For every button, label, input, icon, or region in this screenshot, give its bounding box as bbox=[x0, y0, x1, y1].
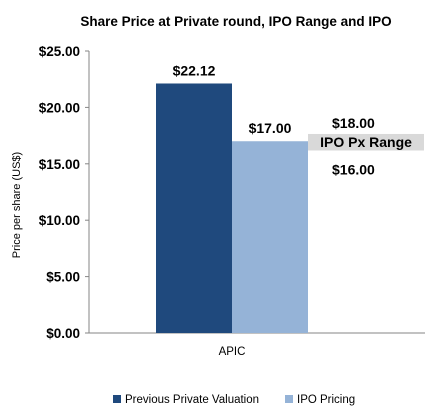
bar-value-label: $22.12 bbox=[173, 62, 216, 78]
range-low-label: $16.00 bbox=[332, 162, 375, 178]
range-high-label: $18.00 bbox=[332, 115, 375, 131]
y-tick-label: $25.00 bbox=[39, 44, 80, 59]
range-box bbox=[308, 133, 424, 151]
y-ticks: $0.00 $5.00 $10.00 $15.00 $20.00 $25.00 bbox=[39, 44, 89, 341]
y-tick-label: $5.00 bbox=[46, 270, 80, 285]
legend: Previous Private Valuation IPO Pricing bbox=[113, 394, 355, 406]
y-tick-label: $20.00 bbox=[39, 100, 80, 115]
legend-swatch-1 bbox=[113, 395, 121, 403]
bar-2 bbox=[232, 141, 308, 333]
legend-swatch-2 bbox=[285, 395, 293, 403]
legend-label-2: IPO Pricing bbox=[297, 394, 355, 406]
category-label: APIC bbox=[219, 346, 246, 358]
y-tick-label: $10.00 bbox=[39, 213, 80, 228]
y-tick-label: $15.00 bbox=[39, 157, 80, 172]
range-label: IPO Px Range bbox=[320, 134, 412, 150]
y-axis-label: Price per share (US$) bbox=[11, 152, 23, 258]
y-tick-label: $0.00 bbox=[46, 326, 80, 341]
ipo-range: IPO Px Range $18.00 $16.00 bbox=[308, 115, 424, 178]
chart-title: Share Price at Private round, IPO Range … bbox=[80, 14, 391, 29]
bar-value-label: $17.00 bbox=[249, 120, 292, 136]
legend-label-1: Previous Private Valuation bbox=[125, 394, 259, 406]
bar-1 bbox=[156, 83, 232, 334]
bars: $22.12 $17.00 bbox=[156, 62, 308, 334]
